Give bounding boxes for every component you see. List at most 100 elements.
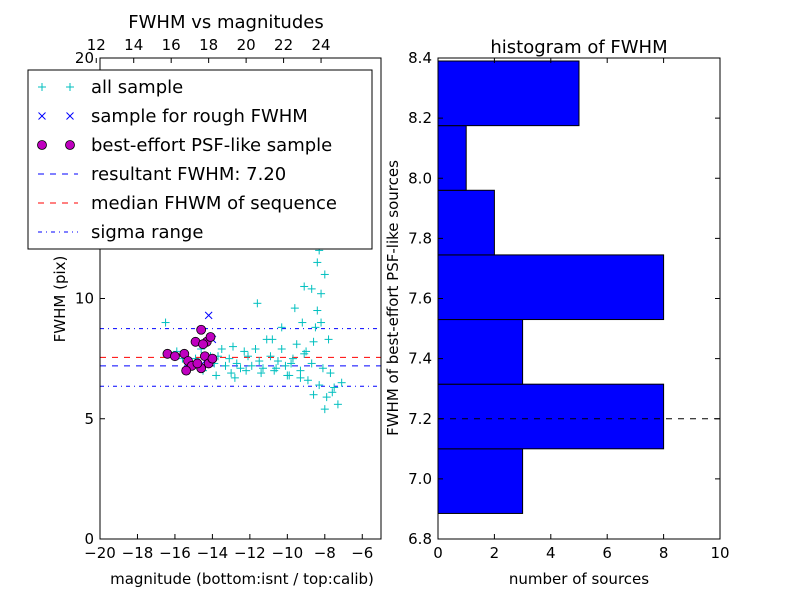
series-0-point-49 — [287, 359, 296, 368]
histogram-x-axis-label: number of sources — [509, 570, 649, 588]
legend-label-4: median FHWM of sequence — [91, 193, 337, 214]
series-0-point-17 — [243, 352, 252, 361]
histogram-y-axis-label: FWHM of best-effort PSF-like sources — [384, 160, 402, 436]
histogram-bar-4 — [437, 189, 495, 256]
series-0-point-12 — [225, 354, 234, 363]
series-2-point-9 — [205, 332, 216, 342]
y-tick-label-1: 5 — [84, 410, 94, 428]
hist-y-tick-label-5: 7.8 — [408, 229, 432, 247]
series-0-point-18 — [247, 361, 256, 370]
legend-marker-2-b — [65, 140, 75, 150]
series-0-point-64 — [298, 318, 307, 327]
scatter-x-axis-label: magnitude (bottom:isnt / top:calib) — [110, 570, 374, 588]
legend-label-2: best-effort PSF-like sample — [91, 135, 332, 156]
scatter-y-axis-label: FWHM (pix) — [51, 256, 69, 343]
series-1-point-0 — [204, 311, 213, 320]
histogram-data-layer — [437, 60, 720, 514]
histogram-axes-frame — [437, 57, 721, 540]
series-0-point-73 — [296, 373, 305, 382]
histogram-tick-layer: 0 2 4 6 8 10 6.8 7.0 7.2 7.4 7.6 7.8 8.0 8.2 8.4 — [408, 49, 729, 562]
hist-x-tick-label-5: 10 — [710, 544, 729, 562]
histogram-bar-2 — [437, 319, 524, 385]
histogram-bar-1 — [437, 383, 665, 450]
legend-entry-4: median FHWM of sequence — [38, 193, 337, 214]
legend-entry-3: resultant FWHM: 7.20 — [38, 164, 286, 185]
top-tick-label-3: 18 — [199, 36, 218, 54]
series-0-point-26 — [277, 345, 286, 354]
legend-label-3: resultant FWHM: 7.20 — [91, 164, 286, 185]
series-0-point-50 — [302, 347, 311, 356]
series-0-point-38 — [322, 393, 331, 402]
series-0-point-60 — [290, 304, 299, 313]
series-0-point-37 — [318, 364, 327, 373]
series-0-point-74 — [283, 371, 292, 380]
series-0-point-13 — [229, 342, 238, 351]
hist-y-tick-label-0: 6.8 — [408, 530, 432, 548]
series-0-point-10 — [217, 345, 226, 354]
legend-label-5: sigma range — [91, 222, 203, 243]
series-0-point-42 — [337, 378, 346, 387]
series-0-point-14 — [232, 359, 241, 368]
series-0-point-48 — [272, 364, 281, 373]
series-0-point-21 — [258, 364, 267, 373]
x-tick-label-5: −10 — [272, 544, 304, 562]
hist-x-tick-label-4: 8 — [659, 544, 669, 562]
hist-y-tick-label-4: 7.6 — [408, 290, 432, 308]
series-0-point-0 — [161, 318, 170, 327]
series-2-point-14 — [192, 358, 203, 369]
histogram-bar-0 — [437, 448, 524, 514]
hist-x-tick-label-0: 0 — [433, 544, 443, 562]
legend-box — [27, 69, 373, 250]
series-0-point-65 — [307, 284, 316, 293]
series-0-point-51 — [309, 337, 318, 346]
legend-label-0: all sample — [91, 77, 183, 98]
series-0-point-16 — [240, 347, 249, 356]
series-0-point-70 — [309, 390, 318, 399]
hist-y-tick-label-7: 8.2 — [408, 109, 432, 127]
series-0-point-20 — [255, 357, 264, 366]
histogram-bar-6 — [437, 60, 580, 127]
series-0-point-30 — [292, 340, 301, 349]
series-0-point-62 — [277, 323, 286, 332]
series-0-point-45 — [227, 369, 236, 378]
series-0-point-52 — [313, 306, 322, 315]
top-tick-label-5: 22 — [274, 36, 293, 54]
series-0-point-54 — [320, 270, 329, 279]
x-tick-label-2: −16 — [159, 544, 191, 562]
series-0-point-19 — [251, 345, 260, 354]
legend-entry-2: best-effort PSF-like sample — [37, 135, 332, 156]
series-0-point-69 — [324, 335, 333, 344]
legend-marker-1-b-b — [66, 112, 74, 120]
hist-y-tick-label-8: 8.4 — [408, 49, 432, 67]
x-tick-label-6: −8 — [314, 544, 336, 562]
x-tick-label-4: −12 — [234, 544, 266, 562]
scatter-axes-frame — [99, 57, 382, 540]
series-0-point-61 — [253, 299, 262, 308]
series-0-point-44 — [212, 371, 221, 380]
series-0-point-46 — [242, 366, 251, 375]
series-2-point-15 — [198, 339, 208, 350]
y-tick-label-0: 0 — [84, 530, 94, 548]
hist-y-tick-label-6: 8.0 — [408, 169, 432, 187]
series-0-point-68 — [317, 318, 326, 327]
scatter-title: FWHM vs magnitudes — [128, 12, 323, 33]
hist-y-tick-label-1: 7.0 — [408, 470, 432, 488]
legend-marker-1-a-b — [38, 112, 46, 120]
hist-x-tick-label-1: 2 — [490, 544, 500, 562]
series-0-point-27 — [281, 361, 290, 370]
series-0-point-31 — [296, 366, 305, 375]
y-tick-label-3: 20 — [75, 49, 94, 67]
top-tick-label-6: 24 — [312, 36, 331, 54]
hist-x-tick-label-2: 4 — [546, 544, 556, 562]
series-0-point-63 — [268, 335, 277, 344]
legend-marker-0-a — [38, 83, 46, 91]
series-2-point-1 — [170, 351, 180, 362]
hist-y-tick-label-3: 7.4 — [408, 350, 432, 368]
legend-marker-0-b — [66, 83, 74, 91]
series-0-point-75 — [230, 373, 239, 382]
top-tick-label-2: 16 — [162, 36, 181, 54]
x-tick-label-1: −18 — [122, 544, 154, 562]
legend-entry-1: sample for rough FWHM — [38, 106, 308, 127]
hist-y-tick-label-2: 7.2 — [408, 410, 432, 428]
series-0-point-41 — [333, 400, 342, 409]
